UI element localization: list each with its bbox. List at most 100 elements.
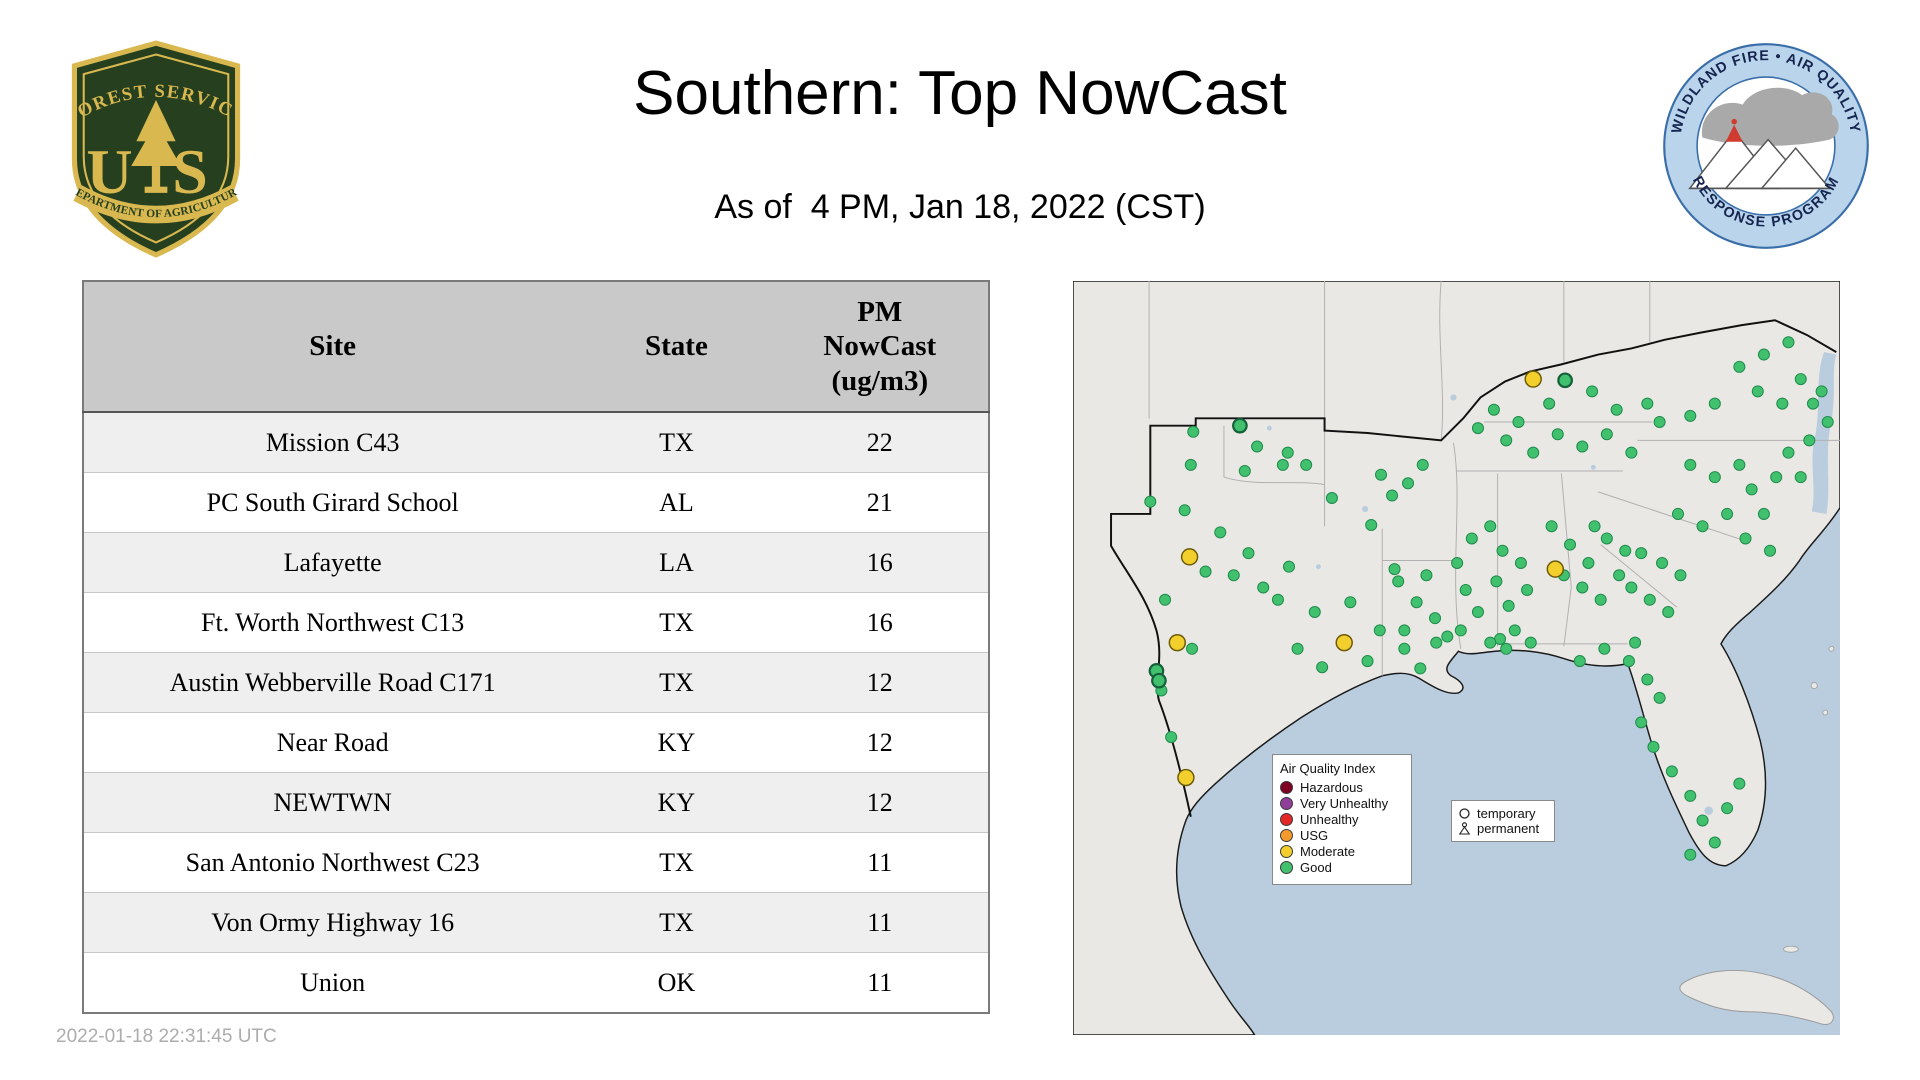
good-monitor-dot <box>1708 471 1721 484</box>
state-cell: TX <box>581 652 772 713</box>
good-monitor-dot <box>1392 575 1405 588</box>
good-monitor-dot <box>1586 385 1599 398</box>
good-monitor-dot <box>1227 569 1240 582</box>
small-islands <box>1783 645 1835 953</box>
site-cell: Austin Webberville Road C171 <box>83 652 582 713</box>
good-monitor-dot <box>1454 624 1467 637</box>
good-monitor-dot <box>1291 642 1304 655</box>
good-monitor-dot <box>1416 458 1429 471</box>
good-monitor-dot <box>1782 446 1795 459</box>
usfs-logo: FOREST SERVICE U S DEPARTMENT OF AGRICUL… <box>46 22 260 260</box>
value-cell: 12 <box>771 772 989 833</box>
good-monitor-dot <box>1684 458 1697 471</box>
good-monitor-dot <box>1429 612 1442 625</box>
good-monitor-dot <box>1684 848 1697 861</box>
good-monitor-dot <box>1665 765 1678 778</box>
good-monitor-dot <box>1641 673 1654 686</box>
good-monitor-dot <box>1184 458 1197 471</box>
site-cell: Von Ormy Highway 16 <box>83 892 582 953</box>
good-monitor-dot <box>1414 662 1427 675</box>
good-monitor-dot <box>1402 477 1415 490</box>
good-monitor-dot <box>1619 544 1632 557</box>
aqi-legend-label: USG <box>1300 828 1329 843</box>
good-monitor-dot <box>1386 489 1399 502</box>
state-cell: TX <box>581 832 772 893</box>
good-monitor-dot <box>1430 636 1443 649</box>
state-cell: KY <box>581 772 772 833</box>
good-monitor-dot <box>1708 836 1721 849</box>
good-monitor-dot <box>1653 691 1666 704</box>
cuba-island <box>1679 970 1834 1025</box>
site-cell: PC South Girard School <box>83 472 582 533</box>
good-monitor-dot <box>1582 556 1595 569</box>
aqi-legend-label: Hazardous <box>1300 780 1363 795</box>
good-monitor-dot <box>1684 789 1697 802</box>
value-cell: 11 <box>771 832 989 893</box>
good-monitor-dot <box>1576 581 1589 594</box>
good-monitor-dot <box>1144 495 1157 508</box>
aqi-legend-item: Good <box>1280 861 1404 874</box>
good-monitor-dot <box>1398 624 1411 637</box>
good-monitor-dot <box>1214 526 1227 539</box>
good-monitor-dot <box>1159 593 1172 606</box>
good-monitor-dot <box>1375 468 1388 481</box>
site-cell: San Antonio Northwest C23 <box>83 832 582 893</box>
good-monitor-dot <box>1739 532 1752 545</box>
permanent-good-monitor-dot <box>1557 372 1573 389</box>
good-monitor-dot <box>1721 507 1734 520</box>
column-header: PM NowCast (ug/m3) <box>771 281 989 413</box>
value-cell: 22 <box>771 411 989 473</box>
page-subtitle: As of 4 PM, Jan 18, 2022 (CST) <box>714 188 1206 226</box>
good-monitor-dot <box>1238 465 1251 478</box>
aqi-color-swatch <box>1280 781 1293 794</box>
good-monitor-dot <box>1629 636 1642 649</box>
good-monitor-dot <box>1186 642 1199 655</box>
good-monitor-dot <box>1576 440 1589 453</box>
good-monitor-dot <box>1647 740 1660 753</box>
site-cell: NEWTWN <box>83 772 582 833</box>
good-monitor-dot <box>1674 569 1687 582</box>
good-monitor-dot <box>1764 544 1777 557</box>
good-monitor-dot <box>1276 458 1289 471</box>
permanent-good-monitor-dot <box>1151 672 1167 689</box>
good-monitor-dot <box>1281 446 1294 459</box>
good-monitor-dot <box>1242 547 1255 560</box>
good-monitor-dot <box>1165 731 1178 744</box>
column-header: Site <box>83 281 582 413</box>
good-monitor-dot <box>1721 802 1734 815</box>
good-monitor-dot <box>1524 636 1537 649</box>
moderate-monitor-dot <box>1524 370 1542 388</box>
nowcast-table-body: Mission C43 TX 22 PC South Girard School AL 2… <box>83 411 989 1013</box>
good-monitor-dot <box>1635 547 1648 560</box>
permanent-marker-icon <box>1458 822 1471 835</box>
aqi-legend-item: USG <box>1280 829 1404 842</box>
generation-timestamp: 2022-01-18 22:31:45 UTC <box>56 1026 277 1047</box>
good-monitor-dot <box>1600 428 1613 441</box>
good-monitor-dot <box>1815 385 1828 398</box>
good-monitor-dot <box>1451 556 1464 569</box>
state-cell: OK <box>581 952 772 1013</box>
afqrp-logo: WILDLAND FIRE • AIR QUALITY RESPONSE PRO… <box>1660 40 1872 252</box>
value-cell: 11 <box>771 892 989 953</box>
good-monitor-dot <box>1500 434 1513 447</box>
monitor-map: Air Quality Index Hazardous Very Unhealth… <box>1073 281 1840 1035</box>
pine-tree-icon <box>131 99 181 193</box>
good-monitor-dot <box>1745 483 1758 496</box>
monitor-dots <box>1144 336 1834 861</box>
good-monitor-dot <box>1656 556 1669 569</box>
state-cell: TX <box>581 411 772 473</box>
good-monitor-dot <box>1178 504 1191 517</box>
good-monitor-dot <box>1308 606 1321 619</box>
good-monitor-dot <box>1641 397 1654 410</box>
good-monitor-dot <box>1821 415 1834 428</box>
good-monitor-dot <box>1684 409 1697 422</box>
good-monitor-dot <box>1398 642 1411 655</box>
good-monitor-dot <box>1508 624 1521 637</box>
good-monitor-dot <box>1388 563 1401 576</box>
aqi-legend-label: Very Unhealthy <box>1300 796 1389 811</box>
map-svg <box>1073 281 1840 1035</box>
good-monitor-dot <box>1625 581 1638 594</box>
good-monitor-dot <box>1344 596 1357 609</box>
permanent-legend-item: permanent <box>1458 822 1548 835</box>
good-monitor-dot <box>1187 425 1200 438</box>
